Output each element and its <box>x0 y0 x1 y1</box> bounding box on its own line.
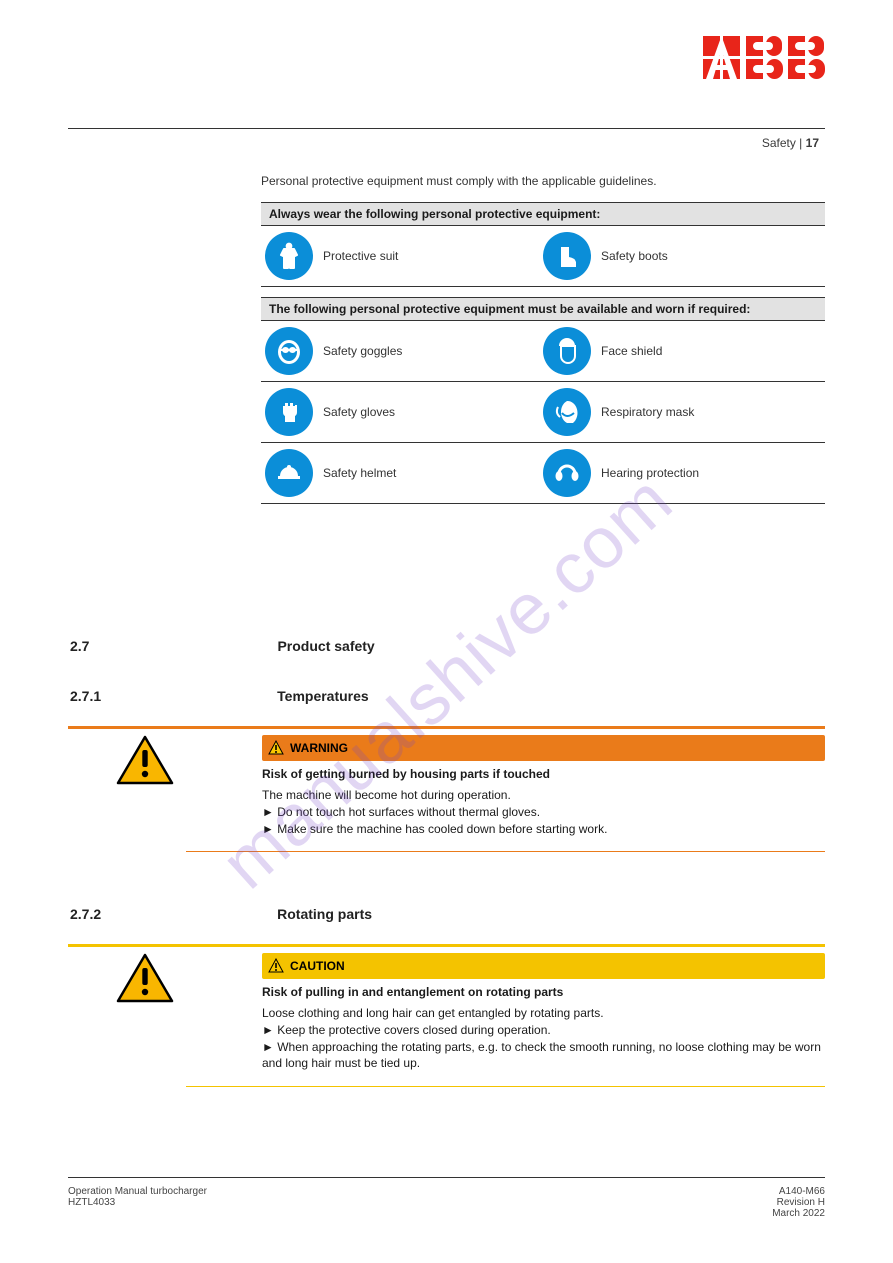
ppe-label: Safety helmet <box>323 466 396 480</box>
ppe-row: Protective suit Safety boots <box>261 226 825 287</box>
ppe-content: Personal protective equipment must compl… <box>261 174 825 504</box>
footer-left2: HZTL4033 <box>68 1197 115 1208</box>
ppe-row: Safety goggles Face shield <box>261 321 825 382</box>
ppe-label: Safety boots <box>601 249 668 263</box>
warning-triangle-icon <box>116 735 174 785</box>
respirator-icon <box>543 388 591 436</box>
page: Safety | 17 Personal protective equipmen… <box>0 0 893 1263</box>
section-name: Safety <box>762 136 796 150</box>
helmet-icon <box>265 449 313 497</box>
ppe-cell: Safety helmet <box>265 449 543 497</box>
arrow-icon: ► <box>262 805 274 819</box>
ppe-label: Hearing protection <box>601 466 699 480</box>
gloves-icon <box>265 388 313 436</box>
caution-title: Risk of pulling in and entanglement on r… <box>262 985 825 999</box>
section-2-7: 2.7 Product safety <box>68 638 825 668</box>
abb-logo-svg <box>703 36 825 80</box>
caution-banner-label: CAUTION <box>290 959 345 973</box>
section-title: Rotating parts <box>277 906 372 922</box>
caution-line3: When approaching the rotating parts, e.g… <box>262 1040 821 1071</box>
warning-line1: The machine will become hot during opera… <box>262 788 511 802</box>
section-title: Product safety <box>277 638 374 654</box>
warning-title: Risk of getting burned by housing parts … <box>262 767 825 781</box>
earmuffs-icon <box>543 449 591 497</box>
ppe-cell: Respiratory mask <box>543 388 821 436</box>
warning-banner-label: WARNING <box>290 741 348 755</box>
ppe-table-header-0: Always wear the following personal prote… <box>261 202 825 226</box>
ppe-row: Safety gloves Respiratory mask <box>261 382 825 443</box>
ppe-cell: Safety boots <box>543 232 821 280</box>
ppe-intro: Personal protective equipment must compl… <box>261 174 825 188</box>
page-number: 17 <box>806 136 819 150</box>
warning-line2: Do not touch hot surfaces without therma… <box>277 805 540 819</box>
warning-block: WARNING Risk of getting burned by housin… <box>68 726 825 852</box>
section-number: 2.7.2 <box>70 906 101 922</box>
ppe-row: Safety helmet Hearing protection <box>261 443 825 504</box>
footer-left: Operation Manual turbocharger HZTL4033 <box>68 1186 207 1219</box>
ppe-label: Safety goggles <box>323 344 402 358</box>
footer-right1: A140-M66 <box>779 1186 825 1197</box>
arrow-icon: ► <box>262 822 274 836</box>
caution-bottom-rule <box>186 1086 825 1087</box>
arrow-icon: ► <box>262 1040 274 1054</box>
caution-line1: Loose clothing and long hair can get ent… <box>262 1006 604 1020</box>
warning-bottom-rule <box>186 851 825 852</box>
caution-banner: CAUTION <box>262 953 825 979</box>
footer-right3: March 2022 <box>772 1208 825 1219</box>
ppe-cell: Face shield <box>543 327 821 375</box>
ppe-cell: Safety gloves <box>265 388 543 436</box>
warning-body: The machine will become hot during opera… <box>262 787 825 837</box>
footer-right: A140-M66 Revision H March 2022 <box>772 1186 825 1219</box>
ppe-label: Safety gloves <box>323 405 395 419</box>
caution-line2: Keep the protective covers closed during… <box>277 1023 551 1037</box>
warning-line3: Make sure the machine has cooled down be… <box>277 822 607 836</box>
warning-banner: WARNING <box>262 735 825 761</box>
ppe-cell: Hearing protection <box>543 449 821 497</box>
section-title: Temperatures <box>277 688 369 704</box>
warning-triangle-icon <box>116 953 174 1003</box>
ppe-label: Protective suit <box>323 249 398 263</box>
mini-warning-icon <box>268 740 284 756</box>
section-2-7-2: 2.7.2 Rotating parts <box>68 906 825 936</box>
ppe-table-header-1: The following personal protective equipm… <box>261 297 825 321</box>
faceshield-icon <box>543 327 591 375</box>
mini-warning-icon <box>268 958 284 974</box>
caution-block: CAUTION Risk of pulling in and entanglem… <box>68 944 825 1087</box>
ppe-label: Face shield <box>601 344 662 358</box>
ppe-cell: Safety goggles <box>265 327 543 375</box>
ppe-cell: Protective suit <box>265 232 543 280</box>
boots-icon <box>543 232 591 280</box>
abb-logo <box>703 36 825 80</box>
page-label: Safety | 17 <box>762 136 819 150</box>
section-2-7-1: 2.7.1 Temperatures <box>68 688 825 718</box>
gap <box>261 287 825 297</box>
caution-body: Loose clothing and long hair can get ent… <box>262 1005 825 1072</box>
header-rule <box>68 128 825 129</box>
footer: Operation Manual turbocharger HZTL4033 A… <box>68 1177 825 1219</box>
footer-left1: Operation Manual turbocharger <box>68 1186 207 1197</box>
coverall-icon <box>265 232 313 280</box>
section-number: 2.7.1 <box>70 688 101 704</box>
section-number: 2.7 <box>70 638 89 654</box>
footer-right2: Revision H <box>777 1197 825 1208</box>
goggles-icon <box>265 327 313 375</box>
ppe-label: Respiratory mask <box>601 405 694 419</box>
arrow-icon: ► <box>262 1023 274 1037</box>
